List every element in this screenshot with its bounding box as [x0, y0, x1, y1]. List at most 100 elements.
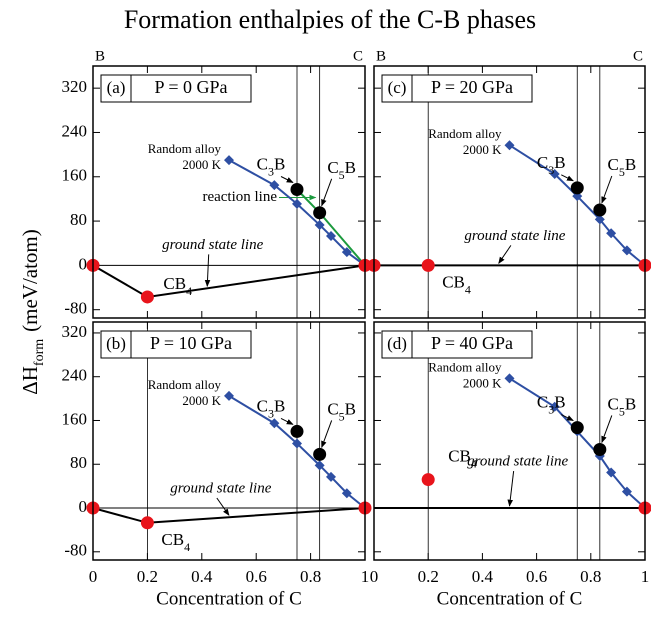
- y-tick-label: 160: [62, 409, 88, 428]
- x-tick-label: 0.8: [300, 567, 321, 586]
- y-tick-label: 320: [62, 322, 88, 341]
- alloy-point: [504, 140, 515, 151]
- ground-state-label: ground state line: [464, 228, 565, 244]
- annotation-arrow: [498, 245, 512, 264]
- x-tick-label: 0.2: [418, 567, 439, 586]
- corner-label: C: [353, 48, 363, 64]
- stable-label: CB4: [163, 274, 192, 298]
- stable-point: [140, 290, 154, 304]
- panel-label: P = 10 GPa: [150, 333, 232, 353]
- stable-point: [421, 473, 435, 487]
- alloy-point: [224, 390, 234, 401]
- phase-point: [570, 421, 584, 435]
- x-axis-label: Concentration of C: [437, 588, 583, 609]
- alloy-label: 2000 K: [463, 375, 502, 390]
- x-tick-label: 0.6: [526, 567, 547, 586]
- panel-frame: [373, 321, 646, 561]
- y-tick-label: 320: [62, 77, 88, 96]
- annotation-arrow: [561, 414, 574, 422]
- alloy-point: [269, 180, 280, 191]
- corner-label: B: [95, 48, 105, 64]
- phase-label: C5B: [327, 158, 356, 182]
- ground-state-line: [92, 264, 366, 298]
- panel-id: (b): [106, 334, 126, 353]
- reaction-line-label: reaction line: [202, 189, 277, 205]
- alloy-point: [549, 401, 560, 412]
- reaction-line: [296, 188, 366, 267]
- panel-id: (c): [388, 78, 407, 97]
- x-tick-label: 0.6: [246, 567, 267, 586]
- stable-point: [421, 258, 435, 272]
- alloy-point: [504, 373, 515, 384]
- y-label-unit: (meV/atom): [18, 229, 42, 332]
- x-tick-label: 0.2: [137, 567, 158, 586]
- phase-point: [290, 424, 304, 438]
- panel-label-box: [100, 330, 252, 359]
- alloy-point: [341, 247, 352, 258]
- annotation-arrow: [601, 175, 613, 204]
- stable-label: CB4: [161, 530, 190, 554]
- alloy-point: [224, 155, 234, 166]
- alloy-label: Random alloy: [148, 141, 222, 156]
- y-tick-label: 240: [62, 366, 88, 385]
- alloy-point: [292, 198, 302, 209]
- y-axis-label: ΔHform (meV/atom): [18, 229, 47, 395]
- alloy-point: [621, 245, 632, 256]
- panel-label-box: [381, 74, 533, 103]
- alloy-point: [606, 228, 617, 239]
- phase-point: [313, 447, 327, 461]
- stable-point: [140, 516, 154, 530]
- alloy-label: Random alloy: [148, 377, 222, 392]
- phase-label: C5B: [607, 394, 636, 418]
- annotation-arrow: [601, 415, 613, 444]
- panel-frame: [92, 321, 366, 561]
- corner-label: C: [633, 48, 643, 64]
- phase-label: C3B: [257, 396, 286, 420]
- chart-title: Formation enthalpies of the C-B phases: [124, 5, 536, 34]
- ground-state-label: ground state line: [162, 237, 263, 253]
- alloy-label: Random alloy: [428, 126, 502, 141]
- x-tick-label: 0.8: [580, 567, 601, 586]
- ground-state-label: ground state line: [170, 480, 271, 496]
- y-tick-label: -80: [64, 541, 87, 560]
- annotation-arrow: [280, 176, 294, 183]
- y-tick-label: -80: [64, 299, 87, 318]
- annotation-arrow: [507, 470, 515, 507]
- phase-label: C5B: [607, 155, 636, 179]
- annotation-arrow: [321, 420, 333, 449]
- panel-label: P = 0 GPa: [155, 77, 228, 97]
- x-tick-label: 0: [89, 567, 98, 586]
- alloy-label: Random alloy: [428, 359, 502, 374]
- corner-label: B: [376, 48, 386, 64]
- x-tick-label: 0: [370, 567, 379, 586]
- y-label-sub: form: [32, 339, 47, 366]
- panel-label: P = 40 GPa: [431, 333, 513, 353]
- alloy-label: 2000 K: [463, 142, 502, 157]
- phase-point: [290, 183, 304, 197]
- annotation-arrow: [561, 174, 574, 182]
- y-tick-label: 80: [70, 453, 87, 472]
- ground-state-line: [92, 507, 366, 524]
- stable-label: CB4: [442, 272, 471, 296]
- panel-frame: [92, 65, 366, 319]
- phase-point: [593, 203, 607, 217]
- y-tick-label: 80: [70, 210, 87, 229]
- phase-point: [313, 206, 327, 220]
- phase-label: C3B: [537, 153, 566, 177]
- panel-label-box: [381, 330, 533, 359]
- stable-label: CB4: [448, 446, 477, 470]
- alloy-point: [314, 219, 325, 230]
- x-tick-label: 1: [641, 567, 650, 586]
- alloy-point: [594, 214, 605, 225]
- annotation-arrow: [204, 254, 211, 287]
- panel-frame: [373, 65, 646, 319]
- x-tick-label: 0.4: [472, 567, 494, 586]
- panel-id: (a): [107, 78, 126, 97]
- alloy-label: 2000 K: [182, 157, 221, 172]
- phase-label: C5B: [327, 399, 356, 423]
- y-tick-label: 0: [79, 497, 88, 516]
- alloy-point: [341, 488, 352, 499]
- alloy-point: [314, 460, 325, 471]
- annotation-arrow: [321, 178, 333, 207]
